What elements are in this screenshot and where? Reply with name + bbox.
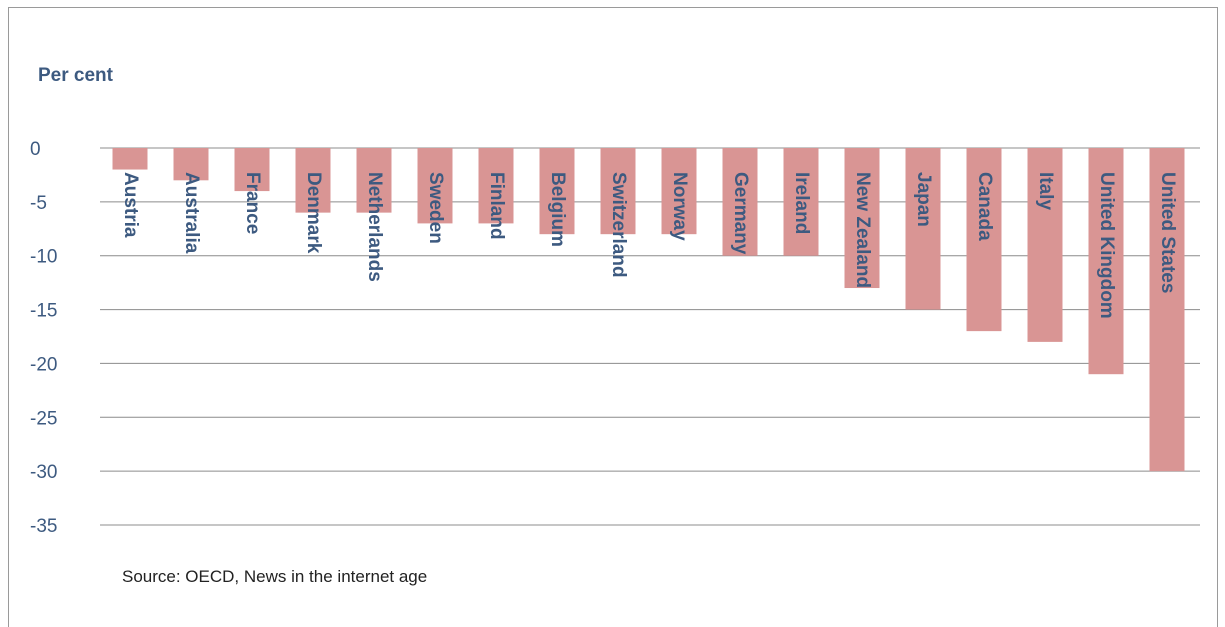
category-labels: Austria Australia France Denmark Netherlands…	[120, 172, 1178, 319]
bar-austria	[112, 148, 148, 170]
bar-finland	[478, 148, 514, 224]
bar-japan	[905, 148, 941, 310]
chart-frame	[8, 7, 1218, 627]
category-label: Canada	[974, 172, 995, 241]
y-tick-label: -30	[30, 462, 57, 483]
category-label: Germany	[730, 172, 751, 255]
source-note: Source: OECD, News in the internet age	[122, 567, 428, 586]
y-tick-label: -5	[30, 193, 47, 214]
category-label: Finland	[486, 172, 507, 240]
bar-germany	[722, 148, 758, 256]
category-label: Denmark	[303, 172, 324, 254]
y-tick-label: -35	[30, 516, 57, 537]
category-label: Switzerland	[608, 172, 629, 278]
category-label: New Zealand	[852, 172, 873, 288]
category-label: Netherlands	[364, 172, 385, 282]
category-label: United Kingdom	[1096, 172, 1117, 319]
bars	[112, 148, 1185, 472]
bar-ireland	[783, 148, 819, 256]
category-label: Ireland	[791, 172, 812, 234]
bar-canada	[966, 148, 1002, 332]
category-label: Belgium	[547, 172, 568, 247]
y-tick-label: -20	[30, 354, 57, 375]
bar-australia	[173, 148, 209, 181]
y-tick-label: -15	[30, 301, 57, 322]
y-axis-unit-label: Per cent	[38, 65, 113, 86]
bar-switzerland	[600, 148, 636, 235]
bar-united-states	[1149, 148, 1185, 472]
y-tick-label: -25	[30, 408, 57, 429]
bar-netherlands	[356, 148, 392, 213]
bar-united-kingdom	[1088, 148, 1124, 375]
bar-sweden	[417, 148, 453, 224]
category-label: France	[242, 172, 263, 234]
bar-belgium	[539, 148, 575, 235]
bar-france	[234, 148, 270, 192]
y-tick-labels: 0 -5 -10 -15 -20 -25 -30 -35	[30, 139, 57, 537]
bar-denmark	[295, 148, 331, 213]
bar-new-zealand	[844, 148, 880, 289]
category-label: Austria	[120, 172, 141, 238]
y-tick-label: 0	[30, 139, 41, 160]
gridlines	[100, 147, 1200, 526]
category-label: Norway	[669, 172, 690, 241]
category-label: Sweden	[425, 172, 446, 244]
bar-norway	[661, 148, 697, 235]
y-tick-label: -10	[30, 247, 57, 268]
category-label: Japan	[913, 172, 934, 227]
bar-italy	[1027, 148, 1063, 342]
category-label: United States	[1157, 172, 1178, 293]
category-label: Australia	[181, 172, 202, 254]
category-label: Italy	[1035, 172, 1056, 210]
